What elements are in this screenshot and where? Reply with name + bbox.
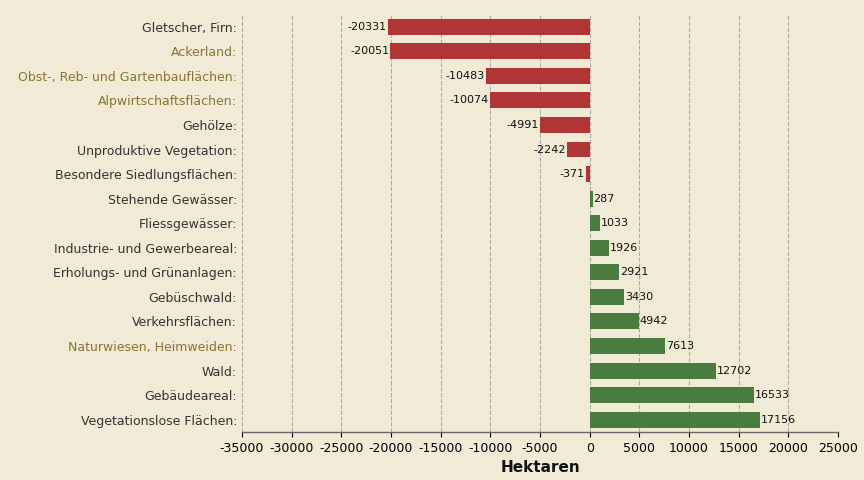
Bar — [589, 264, 619, 280]
Text: 17156: 17156 — [761, 415, 797, 425]
Bar — [540, 117, 589, 133]
Bar — [589, 412, 760, 428]
Text: 1033: 1033 — [601, 218, 629, 228]
Text: 2921: 2921 — [619, 267, 648, 277]
Text: 16533: 16533 — [755, 390, 790, 400]
Text: -20051: -20051 — [350, 46, 390, 56]
Text: -2242: -2242 — [534, 144, 567, 155]
Text: 7613: 7613 — [666, 341, 695, 351]
Text: 3430: 3430 — [625, 292, 653, 302]
Text: -371: -371 — [560, 169, 585, 179]
X-axis label: Hektaren: Hektaren — [500, 460, 580, 475]
Bar — [589, 289, 624, 305]
Bar — [490, 92, 589, 108]
Bar — [589, 338, 665, 354]
Text: -4991: -4991 — [506, 120, 539, 130]
Text: -10483: -10483 — [445, 71, 485, 81]
Bar — [589, 191, 593, 206]
Text: -20331: -20331 — [347, 22, 387, 32]
Text: 12702: 12702 — [717, 366, 753, 375]
Bar — [486, 68, 589, 84]
Text: 1926: 1926 — [610, 243, 638, 253]
Bar — [391, 43, 589, 59]
Bar — [586, 166, 589, 182]
Text: -10074: -10074 — [449, 96, 488, 106]
Text: 4942: 4942 — [639, 316, 668, 326]
Bar — [589, 313, 638, 329]
Bar — [388, 19, 589, 35]
Bar — [589, 387, 754, 403]
Bar — [568, 142, 589, 157]
Text: 287: 287 — [594, 193, 615, 204]
Bar — [589, 362, 716, 379]
Bar — [589, 215, 600, 231]
Bar — [589, 240, 609, 256]
